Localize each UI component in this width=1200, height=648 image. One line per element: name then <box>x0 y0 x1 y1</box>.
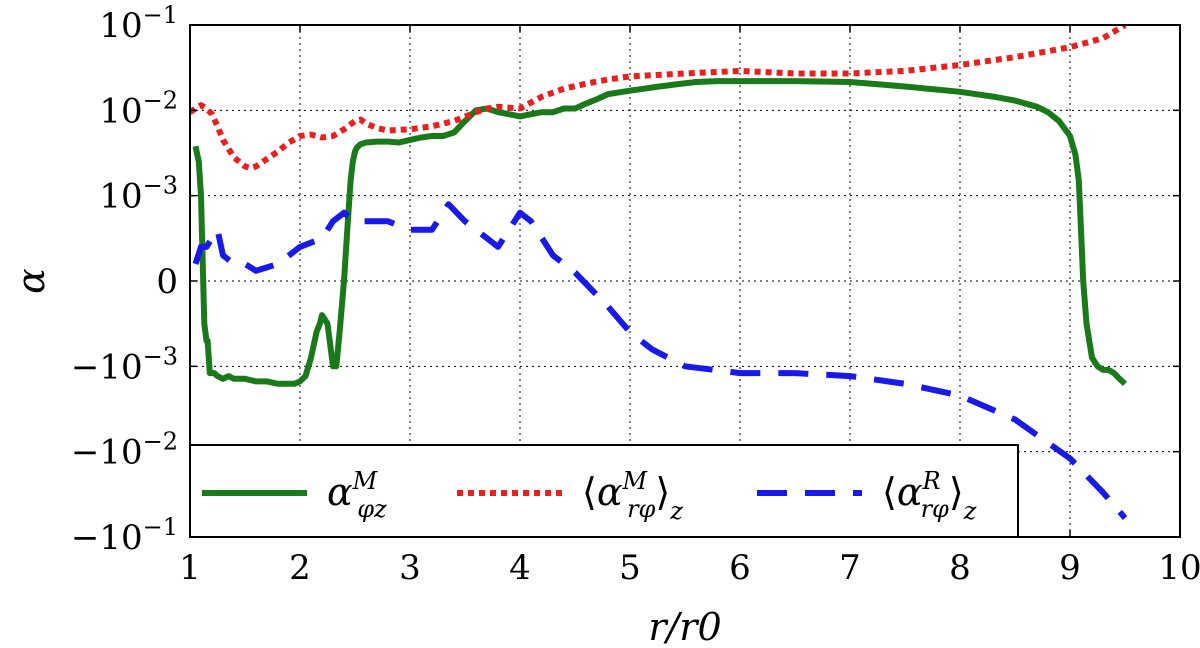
y-axis: 10−1 10−2 10−3 0 −10−3 −10−2 −10−1 <box>71 1 1180 558</box>
x-tick-label: 8 <box>949 548 971 588</box>
y-tick-label: −10−3 <box>71 342 178 387</box>
y-tick-label: −10−1 <box>71 513 178 558</box>
legend-box <box>189 444 1019 538</box>
y-tick-label: −10−2 <box>71 428 178 473</box>
x-axis-label: r/r0 <box>648 605 721 648</box>
legend-label-2: ⟨αM rφ⟩z <box>582 467 683 525</box>
x-tick-label: 5 <box>619 548 641 588</box>
series-line-3 <box>192 201 1128 521</box>
x-tick-label: 10 <box>1158 548 1200 588</box>
x-tick-label: 4 <box>509 548 531 588</box>
x-tick-label: 9 <box>1059 548 1081 588</box>
y-tick-label: 0 <box>156 262 178 302</box>
series-line-2 <box>190 25 1127 172</box>
series-line-1 <box>192 78 1128 387</box>
y-tick-label: 10−3 <box>99 172 178 217</box>
x-tick-label: 1 <box>179 548 201 588</box>
legend: αM φz ⟨αM rφ⟩z ⟨αR rφ⟩z <box>189 444 1019 538</box>
y-tick-label: 10−1 <box>99 1 178 46</box>
legend-label-1: αM φz <box>327 467 387 523</box>
legend-label-3: ⟨αR rφ⟩z <box>882 467 977 525</box>
x-tick-label: 6 <box>729 548 751 588</box>
x-tick-label: 2 <box>289 548 311 588</box>
x-axis: 1 2 3 4 5 6 7 8 9 10 <box>179 25 1200 588</box>
y-tick-label: 10−2 <box>99 86 178 131</box>
x-tick-label: 3 <box>399 548 421 588</box>
x-tick-label: 7 <box>839 548 861 588</box>
y-axis-label: α <box>9 268 53 294</box>
series-layer <box>190 25 1128 521</box>
